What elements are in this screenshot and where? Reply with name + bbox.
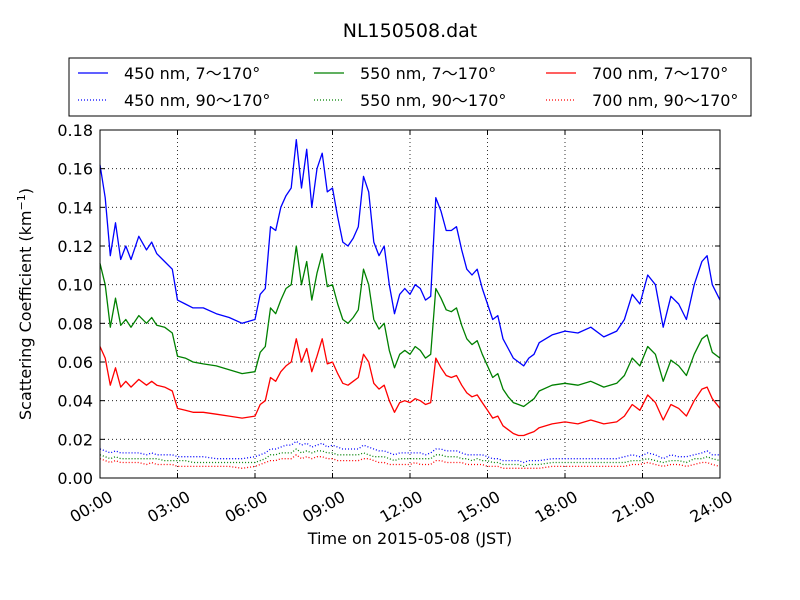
chart-title: NL150508.dat	[343, 20, 478, 42]
y-tick-label: 0.08	[57, 314, 93, 333]
y-tick-label: 0.12	[57, 237, 93, 256]
y-tick-label: 0.18	[57, 121, 93, 140]
series-line-2	[99, 338, 721, 437]
series-layer	[99, 139, 721, 469]
x-tick-label: 15:00	[454, 487, 503, 527]
y-tick-label: 0.00	[57, 469, 93, 488]
x-tick-label: 24:00	[687, 487, 736, 527]
y-tick-label: 0.06	[57, 353, 93, 372]
legend-label-4: 550 nm, 90～170°	[360, 91, 506, 110]
x-axis-title: Time on 2015-05-08 (JST)	[307, 529, 512, 548]
legend-box	[68, 57, 752, 117]
series-line-3	[99, 440, 720, 464]
x-tick-label: 12:00	[377, 487, 426, 527]
grid	[100, 130, 720, 478]
axis-ticks: 00:00 03:00 06:00 09:00 12:00 15:00 18:00 21:00…	[57, 121, 736, 527]
y-tick-label: 0.04	[57, 392, 93, 411]
x-tick-label: 21:00	[609, 487, 658, 527]
y-axis-title-end: )	[16, 188, 35, 194]
series-line-1	[99, 245, 721, 408]
y-tick-label: 0.14	[57, 198, 93, 217]
legend-label-2: 700 nm, 7～170°	[592, 64, 728, 83]
x-tick-label: 06:00	[222, 487, 271, 527]
series-line-4	[99, 448, 721, 468]
legend-label-3: 450 nm, 90～170°	[124, 91, 270, 110]
legend-label-1: 550 nm, 7～170°	[360, 64, 496, 83]
y-axis-title-sup: −1	[15, 194, 28, 210]
y-axis-title-main: Scattering Coefficient (km	[16, 210, 35, 420]
y-tick-label: 0.16	[57, 160, 93, 179]
series-line-0	[99, 139, 721, 367]
y-tick-label: 0.02	[57, 430, 93, 449]
y-axis-title: Scattering Coefficient (km−1)	[15, 188, 35, 420]
x-tick-label: 09:00	[299, 487, 348, 527]
legend-label-5: 700 nm, 90～170°	[592, 91, 738, 110]
x-tick-label: 18:00	[532, 487, 581, 527]
legend-label-0: 450 nm, 7～170°	[124, 64, 260, 83]
legend: 450 nm, 7～170° 550 nm, 7～170° 700 nm, 7～17…	[68, 57, 752, 117]
y-tick-label: 0.10	[57, 276, 93, 295]
x-tick-label: 00:00	[67, 487, 116, 527]
x-tick-label: 03:00	[144, 487, 193, 527]
